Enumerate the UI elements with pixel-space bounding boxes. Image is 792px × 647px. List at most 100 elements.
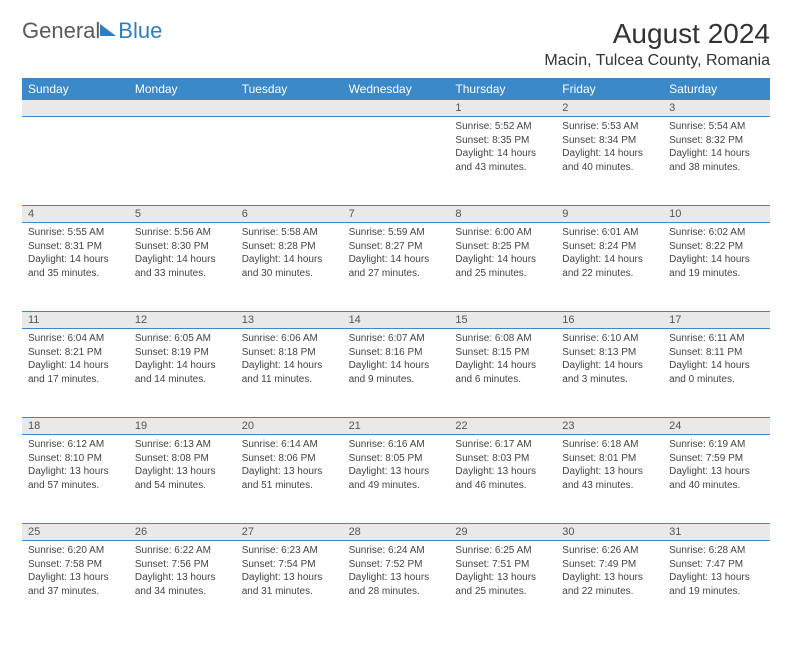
daylight-text-2: and 51 minutes. bbox=[242, 479, 337, 493]
dow-cell: Sunday bbox=[22, 78, 129, 100]
daylight-text-2: and 43 minutes. bbox=[562, 479, 657, 493]
dow-cell: Friday bbox=[556, 78, 663, 100]
dow-cell: Wednesday bbox=[343, 78, 450, 100]
daylight-text-1: Daylight: 14 hours bbox=[135, 359, 230, 373]
sunset-text: Sunset: 8:21 PM bbox=[28, 346, 123, 360]
day-cell: Sunrise: 5:56 AMSunset: 8:30 PMDaylight:… bbox=[129, 223, 236, 311]
day-number: 20 bbox=[236, 418, 343, 434]
sunrise-text: Sunrise: 6:24 AM bbox=[349, 544, 444, 558]
day-number-row: 45678910 bbox=[22, 206, 770, 223]
daylight-text-2: and 25 minutes. bbox=[455, 267, 550, 281]
day-number: 18 bbox=[22, 418, 129, 434]
sunrise-text: Sunrise: 6:02 AM bbox=[669, 226, 764, 240]
day-number-row: 25262728293031 bbox=[22, 524, 770, 541]
daylight-text-2: and 19 minutes. bbox=[669, 585, 764, 599]
day-cell bbox=[236, 117, 343, 205]
sunrise-text: Sunrise: 6:20 AM bbox=[28, 544, 123, 558]
daylight-text-2: and 25 minutes. bbox=[455, 585, 550, 599]
sunrise-text: Sunrise: 6:22 AM bbox=[135, 544, 230, 558]
daylight-text-2: and 33 minutes. bbox=[135, 267, 230, 281]
day-number: 14 bbox=[343, 312, 450, 328]
sunset-text: Sunset: 7:59 PM bbox=[669, 452, 764, 466]
daylight-text-1: Daylight: 14 hours bbox=[669, 147, 764, 161]
day-number: 4 bbox=[22, 206, 129, 222]
sunset-text: Sunset: 8:16 PM bbox=[349, 346, 444, 360]
day-cell: Sunrise: 5:59 AMSunset: 8:27 PMDaylight:… bbox=[343, 223, 450, 311]
sunrise-text: Sunrise: 5:56 AM bbox=[135, 226, 230, 240]
daylight-text-1: Daylight: 14 hours bbox=[349, 359, 444, 373]
logo: General Blue bbox=[22, 18, 162, 44]
sunrise-text: Sunrise: 6:01 AM bbox=[562, 226, 657, 240]
day-number: 15 bbox=[449, 312, 556, 328]
day-cell: Sunrise: 5:54 AMSunset: 8:32 PMDaylight:… bbox=[663, 117, 770, 205]
sunset-text: Sunset: 8:13 PM bbox=[562, 346, 657, 360]
daylight-text-1: Daylight: 14 hours bbox=[28, 359, 123, 373]
daylight-text-1: Daylight: 13 hours bbox=[28, 571, 123, 585]
day-cell: Sunrise: 6:05 AMSunset: 8:19 PMDaylight:… bbox=[129, 329, 236, 417]
sunset-text: Sunset: 8:06 PM bbox=[242, 452, 337, 466]
weeks-container: 123Sunrise: 5:52 AMSunset: 8:35 PMDaylig… bbox=[22, 100, 770, 629]
day-cell: Sunrise: 6:17 AMSunset: 8:03 PMDaylight:… bbox=[449, 435, 556, 523]
daylight-text-1: Daylight: 14 hours bbox=[242, 253, 337, 267]
daylight-text-2: and 17 minutes. bbox=[28, 373, 123, 387]
sunrise-text: Sunrise: 5:52 AM bbox=[455, 120, 550, 134]
day-cell: Sunrise: 6:19 AMSunset: 7:59 PMDaylight:… bbox=[663, 435, 770, 523]
day-cell: Sunrise: 6:22 AMSunset: 7:56 PMDaylight:… bbox=[129, 541, 236, 629]
sunset-text: Sunset: 8:25 PM bbox=[455, 240, 550, 254]
day-cell: Sunrise: 6:14 AMSunset: 8:06 PMDaylight:… bbox=[236, 435, 343, 523]
sunset-text: Sunset: 7:56 PM bbox=[135, 558, 230, 572]
sunset-text: Sunset: 8:30 PM bbox=[135, 240, 230, 254]
daylight-text-2: and 11 minutes. bbox=[242, 373, 337, 387]
day-cell: Sunrise: 6:04 AMSunset: 8:21 PMDaylight:… bbox=[22, 329, 129, 417]
sunset-text: Sunset: 7:58 PM bbox=[28, 558, 123, 572]
daylight-text-2: and 54 minutes. bbox=[135, 479, 230, 493]
day-number: 1 bbox=[449, 100, 556, 116]
day-cell: Sunrise: 6:11 AMSunset: 8:11 PMDaylight:… bbox=[663, 329, 770, 417]
daylight-text-2: and 9 minutes. bbox=[349, 373, 444, 387]
daylight-text-1: Daylight: 13 hours bbox=[562, 571, 657, 585]
week-row: Sunrise: 6:04 AMSunset: 8:21 PMDaylight:… bbox=[22, 329, 770, 418]
day-number: 30 bbox=[556, 524, 663, 540]
day-number-row: 123 bbox=[22, 100, 770, 117]
sunrise-text: Sunrise: 6:12 AM bbox=[28, 438, 123, 452]
daylight-text-2: and 49 minutes. bbox=[349, 479, 444, 493]
day-number: 6 bbox=[236, 206, 343, 222]
sunset-text: Sunset: 7:54 PM bbox=[242, 558, 337, 572]
day-number: 13 bbox=[236, 312, 343, 328]
daylight-text-1: Daylight: 13 hours bbox=[455, 465, 550, 479]
daylight-text-1: Daylight: 14 hours bbox=[242, 359, 337, 373]
day-number: 17 bbox=[663, 312, 770, 328]
week-row: Sunrise: 6:12 AMSunset: 8:10 PM Daylight:… bbox=[22, 435, 770, 524]
daylight-text-1: Daylight: 14 hours bbox=[28, 253, 123, 267]
daylight-text-2: and 22 minutes. bbox=[562, 585, 657, 599]
logo-text-general: General bbox=[22, 18, 100, 44]
sunrise-text: Sunrise: 5:53 AM bbox=[562, 120, 657, 134]
sunrise-text: Sunrise: 6:08 AM bbox=[455, 332, 550, 346]
sunset-text: Sunset: 8:10 PM bbox=[28, 452, 123, 466]
sunset-text: Sunset: 8:28 PM bbox=[242, 240, 337, 254]
day-cell bbox=[129, 117, 236, 205]
day-number: 2 bbox=[556, 100, 663, 116]
sunrise-text: Sunrise: 6:04 AM bbox=[28, 332, 123, 346]
calendar-page: General Blue August 2024 Macin, Tulcea C… bbox=[0, 0, 792, 647]
week-row: Sunrise: 5:55 AMSunset: 8:31 PMDaylight:… bbox=[22, 223, 770, 312]
dow-cell: Monday bbox=[129, 78, 236, 100]
sunset-text: Sunset: 8:24 PM bbox=[562, 240, 657, 254]
daylight-text-1: Daylight: 14 hours bbox=[669, 253, 764, 267]
day-number: 21 bbox=[343, 418, 450, 434]
day-number: 9 bbox=[556, 206, 663, 222]
sunset-text: Sunset: 8:08 PM bbox=[135, 452, 230, 466]
day-cell: Sunrise: 6:20 AMSunset: 7:58 PMDaylight:… bbox=[22, 541, 129, 629]
week-row: Sunrise: 5:52 AMSunset: 8:35 PMDaylight:… bbox=[22, 117, 770, 206]
sunset-text: Sunset: 7:51 PM bbox=[455, 558, 550, 572]
daylight-text-1: Daylight: 14 hours bbox=[455, 147, 550, 161]
daylight-text-1: Daylight: 13 hours bbox=[669, 571, 764, 585]
day-cell: Sunrise: 6:24 AMSunset: 7:52 PMDaylight:… bbox=[343, 541, 450, 629]
daylight-text-1: Daylight: 14 hours bbox=[455, 359, 550, 373]
sunrise-text: Sunrise: 5:58 AM bbox=[242, 226, 337, 240]
day-cell bbox=[22, 117, 129, 205]
dow-cell: Thursday bbox=[449, 78, 556, 100]
sunset-text: Sunset: 8:19 PM bbox=[135, 346, 230, 360]
dow-cell: Saturday bbox=[663, 78, 770, 100]
day-number: 3 bbox=[663, 100, 770, 116]
